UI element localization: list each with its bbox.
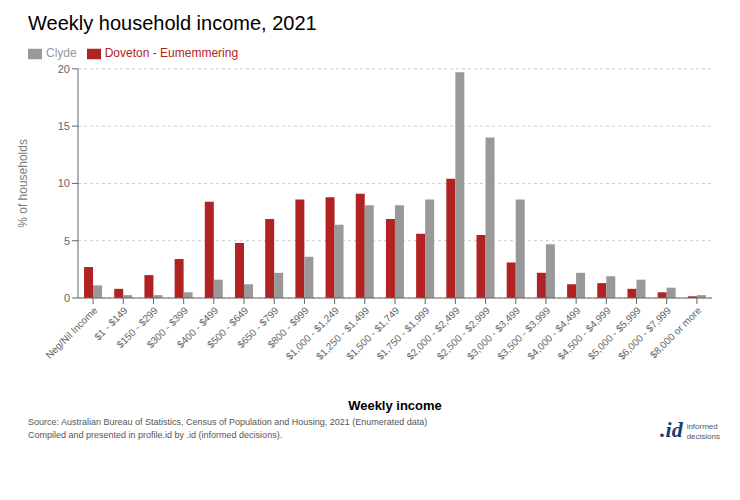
svg-text:$500 - $649: $500 - $649 <box>205 304 251 351</box>
svg-text:$1 - $149: $1 - $149 <box>92 304 130 343</box>
html-text:Weekly household income, 2021: Weekly household income, 2021 <box>28 12 317 34</box>
svg-text:$2,000 - $2,499: $2,000 - $2,499 <box>404 304 462 362</box>
svg-text:$1,250 - $1,499: $1,250 - $1,499 <box>314 304 372 362</box>
html-text:informed: informed <box>686 422 718 431</box>
svg-text:$6,000 - $7,999: $6,000 - $7,999 <box>616 304 674 362</box>
svg-text:$150 - $299: $150 - $299 <box>114 304 160 351</box>
svg-text:Weekly income: Weekly income <box>348 398 442 413</box>
svg-text:5: 5 <box>64 235 70 247</box>
svg-text:$1,750 - $1,999: $1,750 - $1,999 <box>374 304 432 362</box>
svg-text:0: 0 <box>64 292 70 304</box>
html-text:Doveton - Eumemmering: Doveton - Eumemmering <box>104 46 239 60</box>
html-text:Clyde: Clyde <box>46 46 77 60</box>
svg-text:$3,500 - $3,999: $3,500 - $3,999 <box>495 304 553 362</box>
svg-text:10: 10 <box>58 177 70 189</box>
svg-text:% of households: % of households <box>16 139 30 228</box>
svg-text:$1,000 - $1,249: $1,000 - $1,249 <box>284 304 342 362</box>
svg-text:$650 - $799: $650 - $799 <box>235 304 281 351</box>
html-text:.id: .id <box>660 417 683 442</box>
svg-text:$4,500 - $4,999: $4,500 - $4,999 <box>555 304 613 362</box>
svg-text:15: 15 <box>58 120 70 132</box>
html-text:decisions: decisions <box>686 432 720 441</box>
svg-text:$1,500 - $1,749: $1,500 - $1,749 <box>344 304 402 362</box>
svg-text:$800 - $999: $800 - $999 <box>265 304 311 351</box>
svg-text:20: 20 <box>58 63 70 75</box>
svg-text:$2,500 - $2,999: $2,500 - $2,999 <box>435 304 493 362</box>
svg-text:$400 - $499: $400 - $499 <box>174 304 221 351</box>
svg-text:$5,000 - $5,999: $5,000 - $5,999 <box>586 304 644 362</box>
svg-text:$3,000 - $3,499: $3,000 - $3,499 <box>465 304 523 362</box>
html-text:Source: Australian Bureau of S: Source: Australian Bureau of Statistics,… <box>28 417 428 427</box>
html-text:Compiled and presented in prof: Compiled and presented in profile.id by … <box>28 430 283 440</box>
svg-text:$8,000 or more: $8,000 or more <box>648 304 704 360</box>
svg-text:$300 - $399: $300 - $399 <box>144 304 191 351</box>
svg-text:Neg/Nil Income: Neg/Nil Income <box>43 304 99 360</box>
svg-text:$4,000 - $4,499: $4,000 - $4,499 <box>525 304 583 362</box>
